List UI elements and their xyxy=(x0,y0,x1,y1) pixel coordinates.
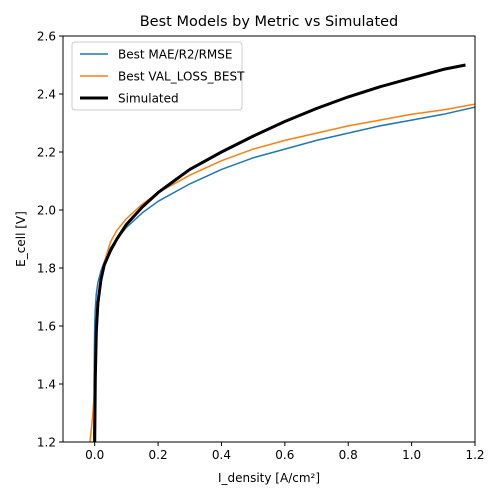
x-tick-label: 0.8 xyxy=(339,448,358,462)
x-axis-label: I_density [A/cm²] xyxy=(218,471,320,485)
legend-label: Best MAE/R2/RMSE xyxy=(118,48,232,62)
series-layer xyxy=(89,63,475,442)
y-tick-label: 1.4 xyxy=(37,378,56,392)
legend: Best MAE/R2/RMSE Best VAL_LOSS_BEST Simula… xyxy=(71,41,245,111)
y-tick-label: 1.2 xyxy=(37,436,56,450)
chart-title: Best Models by Metric vs Simulated xyxy=(140,14,399,30)
series-line-best-val-loss-best xyxy=(89,103,475,442)
series-line-simulated xyxy=(93,63,466,442)
y-tick-label: 2.6 xyxy=(37,30,56,44)
y-tick-label: 2.2 xyxy=(37,146,56,160)
x-tick-label: 0.2 xyxy=(149,448,168,462)
y-tick-label: 2.4 xyxy=(37,88,56,102)
x-tick-label: 0.6 xyxy=(275,448,294,462)
y-tick-label: 2.0 xyxy=(37,204,56,218)
x-tick-label: 1.2 xyxy=(465,448,484,462)
series-line-best-mae-r2-rmse xyxy=(92,106,475,442)
legend-box xyxy=(71,41,243,111)
y-tick-label: 1.8 xyxy=(37,262,56,276)
y-axis-label: E_cell [V] xyxy=(14,211,28,267)
legend-label: Simulated xyxy=(118,92,179,106)
ticks-layer: 0.0 0.2 0.4 0.6 0.8 1.0 1.2 1.2 1.4 1.6 1.8 2.0 2.2 2… xyxy=(37,30,485,463)
x-tick-label: 0.4 xyxy=(212,448,231,462)
x-tick-label: 1.0 xyxy=(402,448,421,462)
plot-frame xyxy=(62,35,476,443)
y-tick-label: 1.6 xyxy=(37,320,56,334)
x-tick-label: 0.0 xyxy=(85,448,104,462)
legend-label: Best VAL_LOSS_BEST xyxy=(118,70,245,84)
